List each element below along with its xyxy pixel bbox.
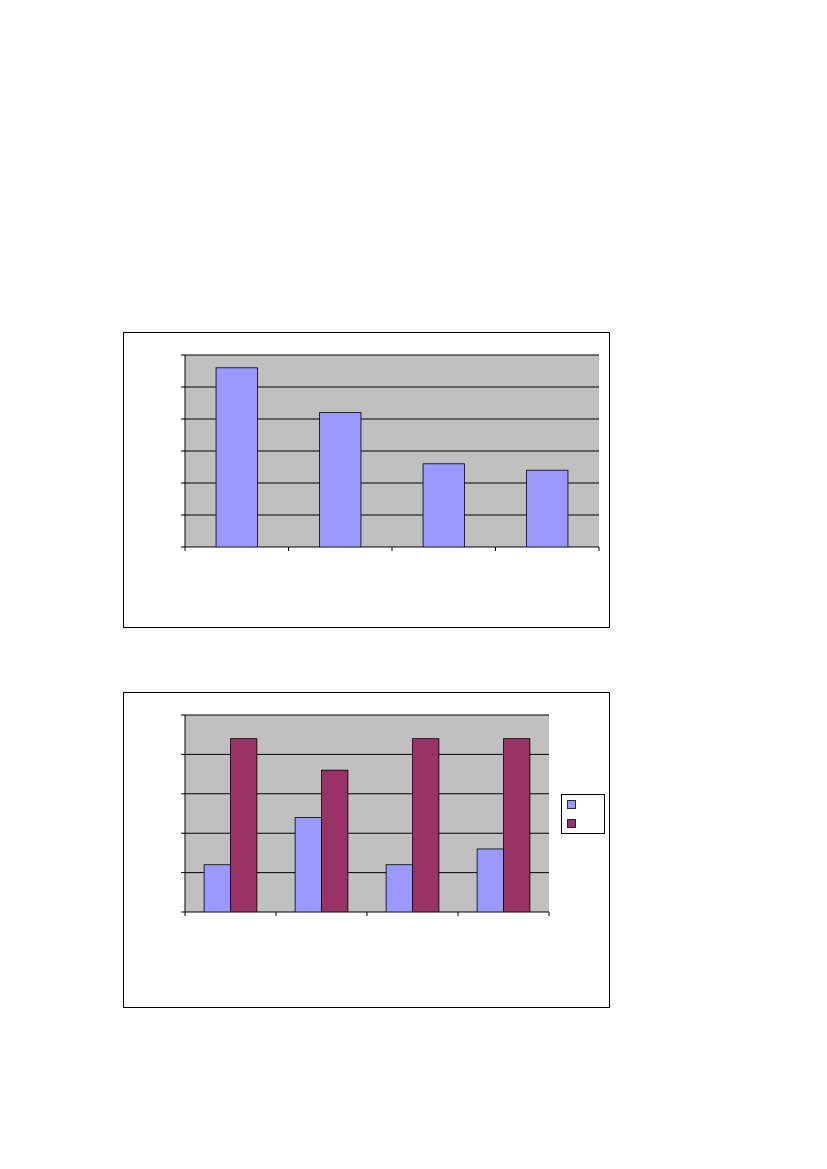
legend-swatch — [567, 819, 576, 828]
legend-swatch — [567, 800, 576, 809]
bar — [319, 412, 362, 548]
bar — [422, 463, 465, 548]
bar — [503, 738, 531, 913]
bar — [215, 367, 258, 548]
bar — [476, 848, 504, 913]
bar — [294, 817, 322, 913]
bar — [321, 769, 349, 913]
bar — [203, 864, 231, 913]
bar — [385, 864, 413, 913]
bar — [230, 738, 258, 913]
bar — [526, 469, 569, 548]
bar — [412, 738, 440, 913]
